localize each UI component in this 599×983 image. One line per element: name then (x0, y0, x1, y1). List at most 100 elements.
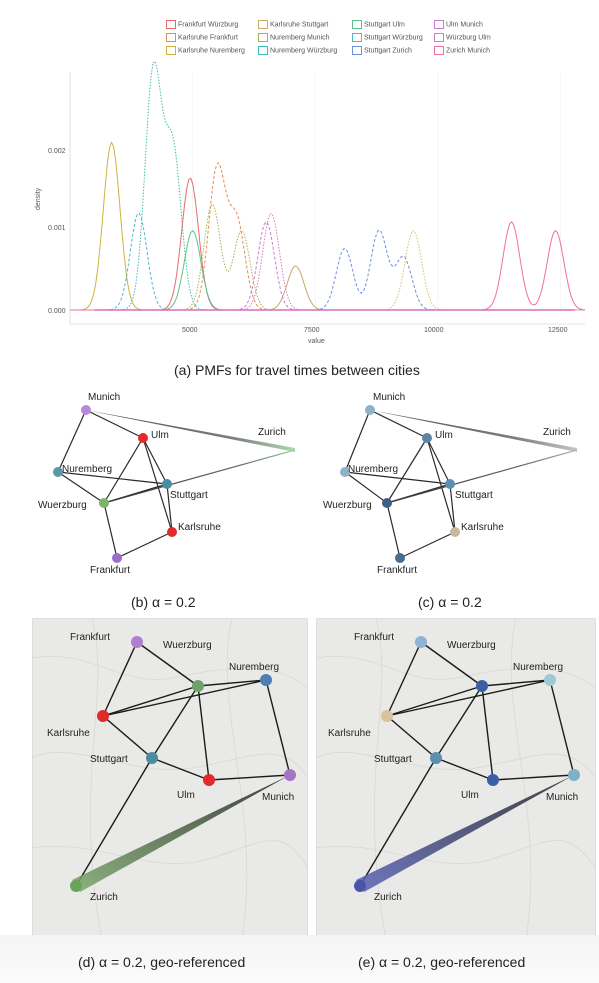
legend-item: Karlsruhe Nuremberg (166, 46, 245, 55)
x-axis-label: value (308, 338, 325, 345)
label-frankfurt: Frankfurt (354, 632, 394, 643)
density-series-line (70, 229, 585, 311)
density-series-line (70, 141, 585, 311)
legend-item: Karlsruhe Frankfurt (166, 33, 238, 42)
label-frankfurt: Frankfurt (70, 632, 110, 643)
x-tick-label: 12500 (548, 327, 568, 334)
graph-c: Munich Ulm Zurich Nuremberg Wuerzburg St… (323, 392, 578, 576)
node-karlsruhe (450, 527, 460, 537)
density-series-line (70, 221, 585, 311)
label-munich: Munich (262, 792, 294, 803)
density-series-line (70, 161, 585, 311)
label-ulm: Ulm (177, 790, 195, 801)
label-stuttgart: Stuttgart (90, 754, 128, 765)
density-series-line (70, 60, 585, 311)
label-zurich: Zurich (258, 427, 286, 438)
label-munich: Munich (546, 792, 578, 803)
node-munich (284, 769, 296, 781)
density-series-line (70, 229, 585, 311)
legend-item: Zurich Munich (434, 46, 490, 55)
density-series-line (70, 265, 585, 311)
graph-e: Frankfurt Wuerzburg Nuremberg Karlsruhe … (316, 618, 596, 940)
caption-e: (e) α = 0.2, geo-referenced (358, 954, 526, 970)
label-ulm: Ulm (461, 790, 479, 801)
graph-b: Munich Ulm Zurich Nuremberg Wuerzburg St… (38, 392, 296, 576)
label-karlsruhe: Karlsruhe (328, 728, 371, 739)
node-ulm (422, 433, 432, 443)
node-stuttgart (445, 479, 455, 489)
node-wuerzburg (192, 680, 204, 692)
graph-d: Frankfurt Wuerzburg Nuremberg Karlsruhe … (32, 618, 308, 940)
legend-item: Nuremberg Würzburg (258, 46, 337, 55)
node-ulm (487, 774, 499, 786)
node-frankfurt (415, 636, 427, 648)
legend-item: Ulm Munich (434, 20, 483, 29)
label-munich: Munich (373, 392, 405, 403)
legend-item: Stuttgart Zurich (352, 46, 412, 55)
node-karlsruhe (97, 710, 109, 722)
label-karlsruhe: Karlsruhe (178, 522, 221, 533)
node-ulm (138, 433, 148, 443)
caption-a: (a) PMFs for travel times between cities (174, 362, 420, 378)
label-nuremberg: Nuremberg (62, 464, 112, 475)
legend-item: Stuttgart Würzburg (352, 33, 423, 42)
chart-legend: Frankfurt Würzburg Karlsruhe Stuttgart S… (166, 20, 506, 66)
label-nuremberg: Nuremberg (229, 662, 279, 673)
label-karlsruhe: Karlsruhe (47, 728, 90, 739)
label-zurich: Zurich (90, 892, 118, 903)
density-series-line (70, 221, 586, 311)
y-tick-label: 0.002 (48, 148, 66, 155)
label-wuerzburg: Wuerzburg (163, 640, 212, 651)
label-ulm: Ulm (151, 430, 169, 441)
node-munich (568, 769, 580, 781)
node-zurich (354, 880, 366, 892)
density-series-line (70, 177, 585, 311)
legend-item: Nuremberg Munich (258, 33, 330, 42)
label-zurich: Zurich (374, 892, 402, 903)
label-wuerzburg: Wuerzburg (38, 500, 87, 511)
label-stuttgart: Stuttgart (455, 490, 493, 501)
node-nuremberg (340, 467, 350, 477)
density-series-line (70, 212, 585, 311)
node-frankfurt (395, 553, 405, 563)
density-series-line (70, 230, 585, 311)
node-wuerzburg (382, 498, 392, 508)
legend-item: Würzburg Ulm (434, 33, 491, 42)
x-tick-label: 7500 (304, 327, 320, 334)
caption-c: (c) α = 0.2 (418, 594, 482, 610)
label-karlsruhe: Karlsruhe (461, 522, 504, 533)
x-tick-label: 5000 (182, 327, 198, 334)
label-stuttgart: Stuttgart (170, 490, 208, 501)
x-tick-label: 10000 (424, 327, 444, 334)
node-nuremberg (53, 467, 63, 477)
label-frankfurt: Frankfurt (377, 565, 417, 576)
y-axis-label: density (35, 187, 42, 210)
label-stuttgart: Stuttgart (374, 754, 412, 765)
label-wuerzburg: Wuerzburg (323, 500, 372, 511)
y-tick-label: 0.001 (48, 225, 66, 232)
node-munich (365, 405, 375, 415)
label-nuremberg: Nuremberg (513, 662, 563, 673)
node-ulm (203, 774, 215, 786)
caption-d: (d) α = 0.2, geo-referenced (78, 954, 246, 970)
node-nuremberg (544, 674, 556, 686)
node-karlsruhe (167, 527, 177, 537)
legend-item: Stuttgart Ulm (352, 20, 405, 29)
legend-item: Karlsruhe Stuttgart (258, 20, 328, 29)
label-nuremberg: Nuremberg (348, 464, 398, 475)
node-zurich (70, 880, 82, 892)
node-frankfurt (112, 553, 122, 563)
label-frankfurt: Frankfurt (90, 565, 130, 576)
label-zurich: Zurich (543, 427, 571, 438)
bottom-strip (0, 935, 599, 983)
label-munich: Munich (88, 392, 120, 403)
density-series-line (70, 213, 585, 311)
node-stuttgart (162, 479, 172, 489)
legend-item: Frankfurt Würzburg (166, 20, 238, 29)
node-karlsruhe (381, 710, 393, 722)
label-ulm: Ulm (435, 430, 453, 441)
node-stuttgart (146, 752, 158, 764)
node-wuerzburg (476, 680, 488, 692)
node-stuttgart (430, 752, 442, 764)
pmf-density-chart: 0.002 0.001 0.000 5000 7500 10000 12500 … (35, 60, 586, 345)
